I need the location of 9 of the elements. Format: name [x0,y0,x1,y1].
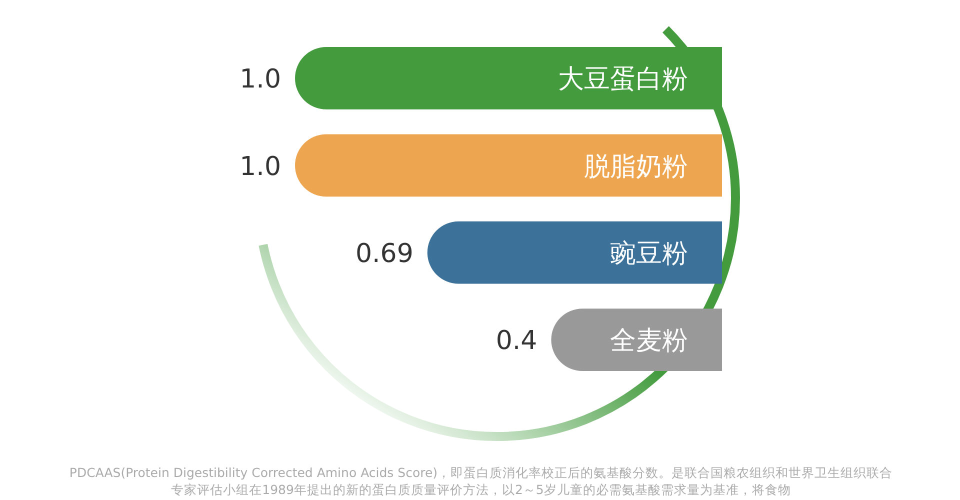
y-tick-label: 全麦粉 [610,326,688,356]
text: PDCAAS(Protein Digestibility Corrected Amino Acids Score)，即蛋白质消化率校正后的氨基酸分数。是联合国粮农组织和世界卫生组织联合专家评估小组在1989年提出的新的蛋白质质量评价方法，以2～5岁儿童的必需氨基酸需求量为基准，将食物 [68,464,894,498]
y-tick-label: 大豆蛋白粉 [558,64,688,95]
y-tick-label: 脱脂奶粉 [584,152,688,182]
data-label: 0.69 [355,238,414,269]
data-label: 1.0 [240,64,281,95]
y-tick-label: 豌豆粉 [610,238,688,269]
data-label: 1.0 [240,152,281,182]
data-label: 0.4 [496,326,538,356]
